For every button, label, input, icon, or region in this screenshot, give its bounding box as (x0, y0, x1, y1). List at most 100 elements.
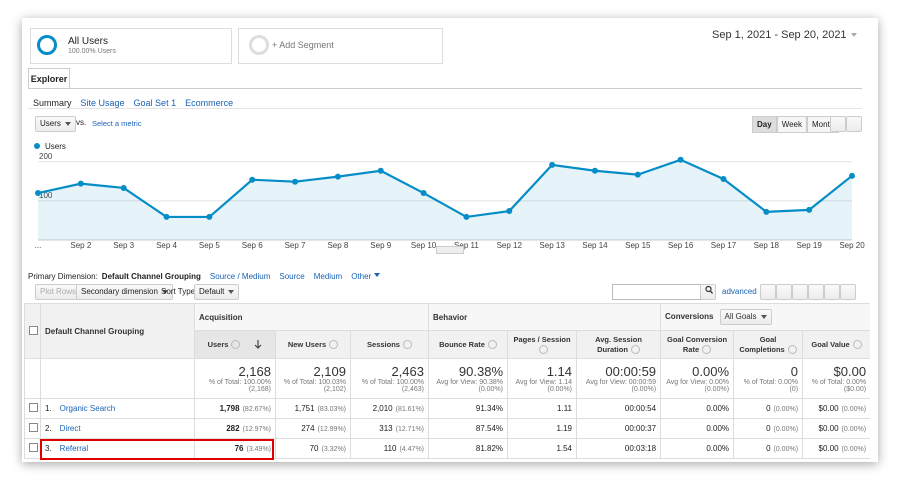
select-metric[interactable]: Select a metric (92, 119, 142, 128)
view-performance[interactable] (792, 284, 808, 300)
row-checkbox-cell (24, 398, 41, 419)
granularity-button[interactable]: Week (776, 116, 807, 133)
cell-value: 00:00:54 (624, 404, 657, 413)
cell-value: 1,751 (294, 404, 315, 413)
dimension-option[interactable]: Other (351, 272, 372, 281)
column-header[interactable]: New Users (275, 330, 351, 359)
dimension-option: Default Channel Grouping (101, 272, 201, 281)
segment-add[interactable]: + Add Segment (238, 28, 443, 64)
checkbox[interactable] (29, 423, 38, 432)
total-context: Avg for View: 00:00:59 (585, 379, 657, 386)
dimension-option[interactable]: Source (279, 272, 305, 281)
view-pie[interactable] (776, 284, 792, 300)
data-row: 3. Referral 76 (3.49%) 70 (3.32%) 110 (4.47%) 81… (24, 438, 870, 459)
total-value: 2,463 (391, 364, 425, 379)
add-segment: + Add Segment (272, 40, 334, 50)
row-name[interactable]: Direct (59, 424, 81, 433)
data-point (677, 156, 684, 163)
dimension-option[interactable]: Source / Medium (209, 272, 271, 281)
cell-value: 1.54 (556, 444, 573, 453)
cell-value: 70 (309, 444, 319, 453)
cell-percent: (4.47%) (399, 446, 425, 453)
checkbox[interactable] (29, 325, 38, 335)
totals-cell: 0% of Total: 0.00% (0) (733, 358, 804, 399)
plot-rows[interactable]: Plot Rows (35, 284, 82, 300)
x-tick-label: Sep 6 (242, 241, 263, 250)
divider (28, 108, 862, 109)
view-pivot[interactable] (840, 284, 856, 300)
dimension-option[interactable]: Medium (313, 272, 343, 281)
column-header[interactable]: Goal Conversion Rate (660, 330, 735, 359)
view-term-cloud[interactable] (824, 284, 840, 300)
line-chart-button[interactable] (830, 116, 846, 132)
row-cell: 1.11 (507, 398, 578, 419)
total-context: % of Total: 0.00% (743, 379, 799, 386)
view-comparison[interactable] (808, 284, 824, 300)
view-table[interactable] (760, 284, 776, 300)
column-header[interactable]: Users (194, 330, 276, 359)
group-header: Behavior (428, 303, 662, 331)
column-header[interactable]: Pages / Session (507, 330, 578, 359)
subtab[interactable]: Summary (33, 98, 72, 108)
data-point (292, 178, 299, 185)
x-tick-label: Sep 17 (711, 241, 737, 250)
segment-active[interactable]: All Users 100.00% Users (30, 28, 232, 64)
subtab[interactable]: Site Usage (80, 98, 125, 108)
search-box[interactable] (612, 284, 702, 300)
x-tick-label: Sep 5 (199, 241, 220, 250)
total-context: % of Total: 100.00% (361, 379, 425, 386)
row-cell: 00:03:18 (576, 438, 662, 459)
totals-cell: $0.00% of Total: 0.00% ($0.00) (802, 358, 870, 399)
x-tick-label: Sep 13 (539, 241, 565, 250)
data-point (120, 184, 127, 191)
sort-arrow (254, 340, 262, 349)
data-point (463, 213, 470, 220)
sort-label: Sort Type: (161, 287, 198, 296)
checkbox[interactable] (29, 403, 38, 412)
cell-value: 81.82% (475, 444, 504, 453)
total-context: (0.00%) (631, 386, 657, 393)
segment-ring (249, 35, 269, 55)
secondary-dimension[interactable]: Secondary dimension (76, 284, 173, 300)
total-context: Avg for View: 0.00% (666, 379, 730, 386)
column-header[interactable]: Bounce Rate (428, 330, 509, 359)
metric-dropdown[interactable]: Users (35, 116, 76, 132)
column-header[interactable]: Goal Completions (733, 330, 804, 359)
data-table: Default Channel Grouping Acquisition Behav… (24, 303, 870, 459)
x-tick-label: Sep 3 (113, 241, 134, 250)
advanced-link[interactable]: advanced (722, 287, 757, 296)
magnifier-icon (705, 285, 714, 294)
x-tick-label: Sep 7 (285, 241, 306, 250)
row-name[interactable]: Referral (59, 444, 89, 453)
motion-chart-button[interactable] (846, 116, 862, 132)
tab-explorer[interactable]: Explorer (28, 68, 70, 89)
data-point (163, 213, 170, 220)
row-index: 1. (45, 404, 52, 413)
subtab[interactable]: Goal Set 1 (133, 98, 177, 108)
row-name[interactable]: Organic Search (59, 404, 116, 413)
checkbox[interactable] (29, 443, 38, 452)
column-header[interactable]: Sessions (349, 330, 430, 359)
table-wrapper: Default Channel Grouping Acquisition Behav… (24, 303, 870, 460)
sort-dropdown[interactable]: Default (194, 284, 240, 300)
total-context: (2,463) (401, 386, 425, 393)
row-cell: 2,010 (81.61%) (349, 398, 430, 419)
row-cell: 0 (0.00%) (733, 438, 804, 459)
total-value: $0.00 (833, 364, 867, 379)
goal-filter[interactable]: All Goals (719, 309, 772, 325)
column-header[interactable]: Avg. Session Duration (576, 330, 662, 359)
x-tick-label: Sep 19 (796, 241, 822, 250)
granularity-button[interactable]: Day (752, 116, 777, 133)
column-header[interactable]: Goal Value (802, 330, 870, 359)
search-button[interactable] (700, 284, 716, 300)
row-index: 3. (45, 444, 52, 453)
help-icon (402, 340, 412, 350)
y-tick-label: 200 (39, 152, 53, 161)
subtab[interactable]: Ecommerce (185, 98, 234, 108)
totals-empty (40, 358, 195, 399)
chart-resize-handle[interactable] (436, 246, 464, 254)
date-range[interactable]: Sep 1, 2021 - Sep 20, 2021 (712, 29, 857, 41)
cell-value: 1.11 (557, 404, 573, 413)
data-point (420, 190, 427, 197)
cell-value: 313 (379, 424, 393, 433)
